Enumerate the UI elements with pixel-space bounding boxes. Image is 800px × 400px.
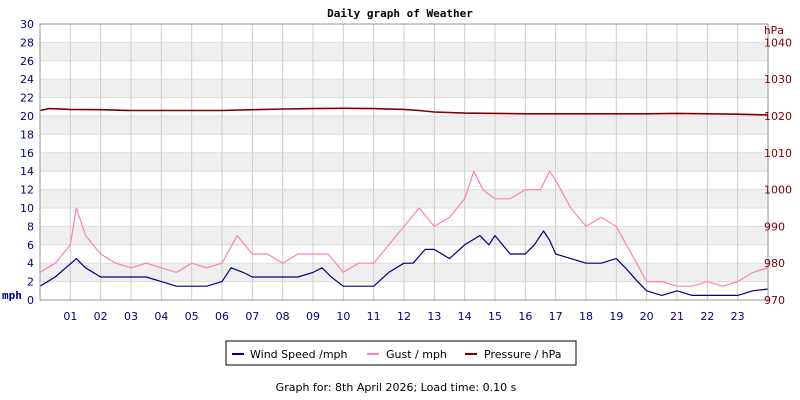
x-tick-label: 11 [367, 310, 381, 323]
x-tick-label: 07 [245, 310, 259, 323]
x-tick-label: 05 [185, 310, 199, 323]
right-axis-ticks: 970 980 990 1000 1010 1020 1030 1040 [764, 36, 792, 307]
x-tick-label: 21 [670, 310, 684, 323]
x-tick-label: 19 [609, 310, 623, 323]
x-tick-label: 14 [458, 310, 472, 323]
x-tick-label: 06 [215, 310, 229, 323]
left-tick-label: 14 [20, 165, 34, 178]
x-tick-label: 16 [518, 310, 532, 323]
left-tick-label: 0 [27, 294, 34, 307]
x-tick-label: 15 [488, 310, 502, 323]
right-tick-label: 970 [764, 294, 785, 307]
gust-line [39, 170, 769, 287]
left-tick-label: 2 [27, 276, 34, 289]
right-axis-label: hPa [764, 24, 784, 37]
series-layer [39, 107, 769, 296]
pressure-line [39, 107, 769, 116]
x-tick-label: 18 [579, 310, 593, 323]
left-tick-label: 22 [20, 92, 34, 105]
x-tick-label: 12 [397, 310, 411, 323]
left-tick-label: 12 [20, 184, 34, 197]
right-tick-label: 1010 [764, 147, 792, 160]
legend: Wind Speed /mph Gust / mph Pressure / hP… [225, 340, 577, 366]
right-tick-label: 1020 [764, 110, 792, 123]
legend-box [225, 340, 577, 366]
footer-info: Graph for: 8th April 2026; Load time: 0.… [276, 381, 517, 394]
x-tick-label: 17 [549, 310, 563, 323]
left-tick-label: 20 [20, 110, 34, 123]
x-tick-label: 22 [700, 310, 714, 323]
left-tick-label: 10 [20, 202, 34, 215]
left-tick-label: 4 [27, 257, 34, 270]
x-axis-ticks: 01 02 03 04 05 06 07 08 09 10 11 12 13 14 15 16 17 18 19 20… [63, 310, 744, 323]
left-tick-label: 18 [20, 128, 34, 141]
right-tick-label: 1030 [764, 73, 792, 86]
right-tick-label: 1040 [764, 36, 792, 49]
chart-title: Daily graph of Weather [327, 7, 473, 20]
left-tick-label: 28 [20, 36, 34, 49]
x-tick-label: 10 [336, 310, 350, 323]
left-tick-label: 26 [20, 55, 34, 68]
left-tick-label: 30 [20, 18, 34, 31]
x-tick-label: 23 [731, 310, 745, 323]
left-axis-label: mph [2, 289, 22, 302]
right-tick-label: 990 [764, 220, 785, 233]
x-tick-label: 03 [124, 310, 138, 323]
x-tick-label: 13 [427, 310, 441, 323]
left-tick-label: 16 [20, 147, 34, 160]
left-tick-label: 8 [27, 220, 34, 233]
x-tick-label: 09 [306, 310, 320, 323]
plot-border [39, 23, 769, 301]
x-tick-label: 08 [276, 310, 290, 323]
right-tick-label: 1000 [764, 184, 792, 197]
x-tick-label: 04 [154, 310, 168, 323]
left-tick-label: 6 [27, 239, 34, 252]
legend-label-wind: Wind Speed /mph [250, 348, 348, 361]
x-tick-label: 02 [94, 310, 108, 323]
right-tick-label: 980 [764, 257, 785, 270]
wind-speed-line [39, 230, 769, 296]
legend-label-gust: Gust / mph [386, 348, 447, 361]
x-tick-label: 20 [640, 310, 654, 323]
left-tick-label: 24 [20, 73, 34, 86]
x-tick-label: 01 [63, 310, 77, 323]
legend-label-pressure: Pressure / hPa [484, 348, 562, 361]
